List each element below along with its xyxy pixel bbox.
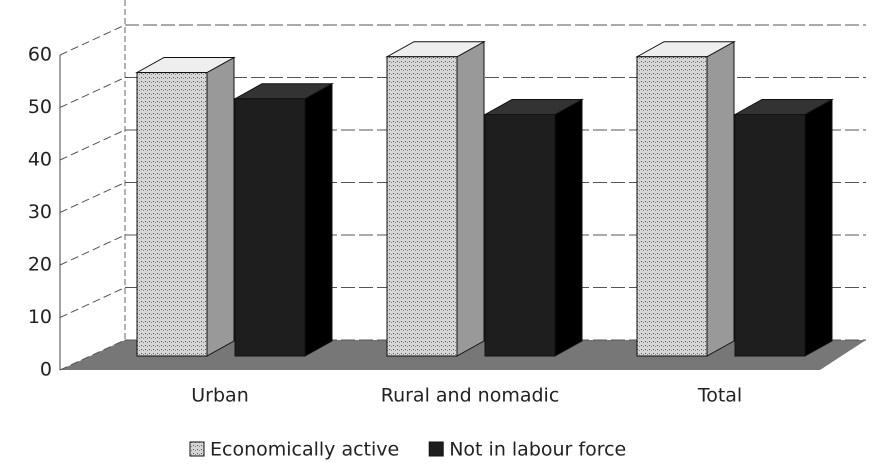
y-tick-label: 20 [28, 254, 52, 276]
y-tick-label: 60 [28, 44, 52, 66]
y-tick-label: 10 [28, 306, 52, 328]
grid-line [59, 24, 126, 56]
bar [386, 56, 458, 357]
legend-label: Economically active [210, 439, 399, 461]
x-tick-label: Total [697, 385, 742, 407]
y-tick-label: 30 [28, 201, 52, 223]
bar-side [804, 98, 833, 357]
bar [136, 72, 208, 357]
bar-side [554, 98, 583, 357]
bar-side [304, 82, 333, 357]
bar [734, 114, 806, 357]
bar-side [706, 40, 735, 357]
grid-line [59, 234, 126, 266]
x-tick-label: Urban [191, 385, 248, 407]
bar-side [206, 56, 235, 357]
bar [636, 56, 708, 357]
y-tick-label: 0 [40, 359, 52, 381]
x-tick-label: Rural and nomadic [381, 385, 560, 407]
grid-line [59, 182, 126, 213]
bar-side [456, 40, 485, 357]
legend-label: Not in labour force [449, 439, 626, 461]
bar [234, 98, 306, 357]
grid-line [59, 129, 126, 161]
grid-line [59, 287, 126, 318]
grid-line [59, 77, 126, 108]
y-tick-label: 40 [28, 149, 52, 171]
legend-swatch [428, 441, 444, 457]
y-tick-label: 50 [28, 96, 52, 118]
legend-swatch [189, 441, 205, 457]
bar [484, 114, 556, 357]
